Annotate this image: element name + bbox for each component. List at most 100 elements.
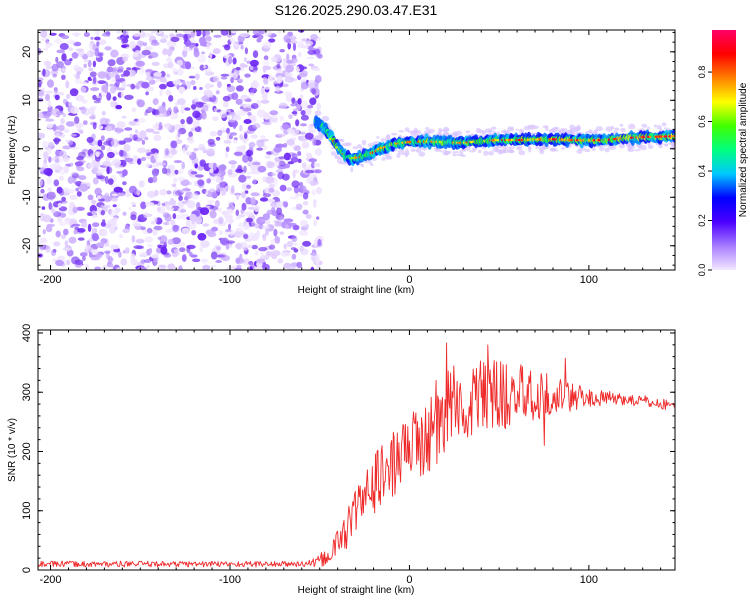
- noise-blob: [273, 80, 279, 84]
- noise-blob: [228, 111, 236, 116]
- noise-blob: [302, 187, 308, 195]
- noise-blob: [88, 67, 94, 72]
- y-tick-label: -20: [21, 238, 33, 254]
- noise-blob: [308, 173, 318, 182]
- ridge-halo: [391, 132, 398, 136]
- noise-blob: [178, 168, 184, 175]
- noise-blob: [94, 30, 100, 37]
- noise-blob: [163, 221, 170, 226]
- noise-blob: [174, 169, 179, 175]
- noise-blob: [275, 85, 281, 93]
- noise-blob: [202, 223, 210, 227]
- noise-blob: [109, 83, 115, 87]
- ridge-halo: [608, 145, 617, 151]
- noise-blob: [244, 211, 254, 217]
- noise-blob: [291, 235, 298, 243]
- ridge-halo: [658, 128, 663, 131]
- noise-blob: [228, 56, 233, 65]
- noise-blob: [285, 38, 292, 43]
- noise-blob: [57, 255, 65, 261]
- noise-blob: [145, 128, 155, 133]
- ridge-halo: [518, 150, 526, 156]
- noise-blob: [159, 83, 167, 90]
- noise-blob: [43, 60, 52, 67]
- noise-blob: [239, 134, 243, 140]
- noise-blob: [84, 263, 90, 270]
- noise-blob: [254, 266, 264, 270]
- noise-blob: [116, 121, 126, 129]
- noise-blob: [231, 164, 235, 169]
- noise-blob: [190, 31, 195, 38]
- noise-blob: [295, 119, 300, 127]
- noise-blob: [290, 103, 298, 107]
- noise-blob: [67, 176, 74, 184]
- noise-blob: [226, 127, 230, 134]
- noise-blob: [140, 201, 147, 210]
- noise-blob: [172, 79, 182, 85]
- noise-blob: [277, 133, 286, 137]
- noise-blob: [130, 83, 135, 90]
- noise-blob: [276, 201, 284, 208]
- noise-blob: [277, 258, 284, 264]
- noise-blob: [215, 176, 222, 184]
- noise-blob: [170, 140, 177, 149]
- colorbar-tick-label: 0.0: [697, 264, 707, 277]
- noise-blob: [216, 254, 226, 258]
- noise-blob: [42, 229, 46, 235]
- noise-blob: [51, 63, 59, 72]
- noise-blob: [170, 219, 176, 226]
- noise-blob: [193, 47, 199, 53]
- noise-blob: [241, 202, 247, 211]
- noise-blob: [97, 139, 103, 147]
- snr-panel: -200 -100 0 100 0 100 200 300 400 Height of str…: [7, 324, 676, 596]
- noise-blob: [307, 49, 317, 55]
- noise-blob: [289, 78, 298, 82]
- noise-blob: [77, 49, 85, 58]
- noise-blob: [291, 180, 300, 188]
- noise-blob: [45, 40, 51, 49]
- noise-blob: [243, 133, 248, 139]
- noise-blob: [189, 213, 197, 222]
- noise-blob: [96, 168, 104, 176]
- noise-blob: [216, 246, 221, 251]
- noise-blob: [188, 75, 196, 79]
- noise-blob: [60, 234, 67, 240]
- colorbar-bar: [712, 30, 736, 270]
- noise-blob: [247, 155, 253, 162]
- noise-blob: [177, 98, 186, 105]
- noise-blob: [248, 260, 254, 266]
- noise-blob: [123, 70, 130, 77]
- noise-blob: [249, 92, 255, 96]
- noise-blob: [131, 107, 137, 113]
- noise-blob: [153, 72, 162, 77]
- noise-blob: [239, 124, 243, 132]
- noise-blob: [66, 259, 71, 266]
- noise-blob: [96, 80, 107, 85]
- noise-blob: [153, 134, 162, 142]
- noise-blob: [250, 81, 260, 89]
- noise-blob: [56, 186, 63, 194]
- noise-blob: [227, 223, 232, 231]
- noise-blob: [225, 240, 236, 244]
- ridge-halo: [545, 125, 549, 132]
- noise-blob: [207, 231, 217, 238]
- noise-blob: [149, 32, 153, 36]
- noise-blob: [195, 174, 204, 178]
- noise-blob: [59, 43, 69, 50]
- noise-blob: [301, 38, 308, 42]
- ridge-halo: [517, 145, 523, 151]
- noise-blob: [64, 240, 69, 247]
- ridge-halo: [380, 137, 385, 143]
- noise-blob: [263, 145, 268, 150]
- noise-blob: [160, 246, 168, 255]
- noise-blob: [38, 97, 44, 102]
- noise-blob: [158, 264, 166, 268]
- noise-blob: [296, 261, 303, 269]
- noise-blob: [297, 51, 302, 58]
- noise-blob: [146, 71, 150, 79]
- noise-blob: [67, 101, 73, 106]
- ridge-halo: [523, 125, 532, 131]
- noise-blob: [221, 238, 228, 245]
- noise-blob: [45, 93, 50, 101]
- ridge-halo: [640, 145, 647, 151]
